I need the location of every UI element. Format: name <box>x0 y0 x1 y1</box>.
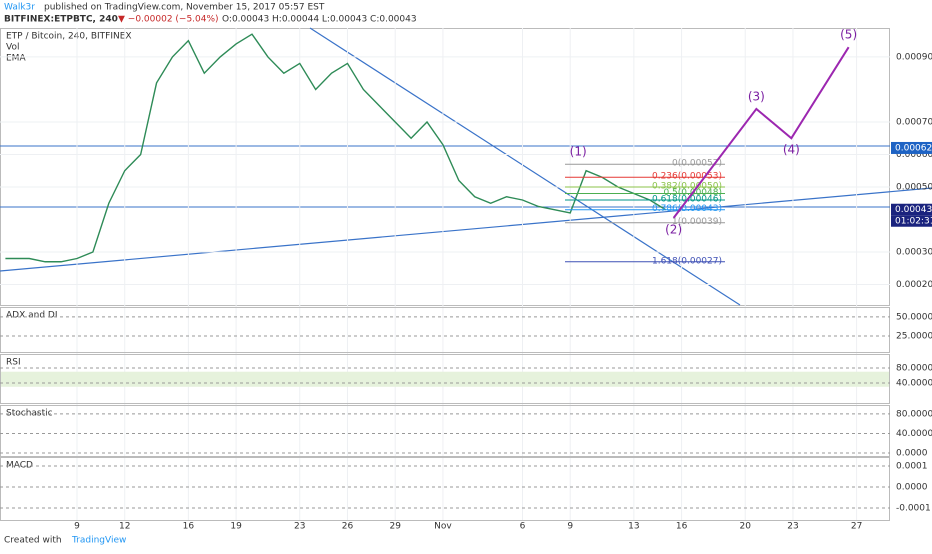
symbol: BITFINEX:ETPBTC, 240 <box>4 15 118 25</box>
fib-label: 0.786(0.00043) <box>652 204 722 214</box>
price-line <box>5 33 667 263</box>
x-tick-label: 9 <box>74 522 80 532</box>
pane-title: ADX and DI <box>6 311 58 321</box>
y-tick-label: 0.00070 <box>896 117 932 127</box>
fib-label: 1.618(0.00027) <box>652 256 722 266</box>
fib-label: 0(0.00057) <box>672 159 722 169</box>
main-pane <box>0 28 890 306</box>
fib-label: 1(0.00039) <box>672 217 722 227</box>
trend-line <box>309 27 741 306</box>
wave-label: (3) <box>748 89 765 103</box>
wave-label: (5) <box>840 28 857 42</box>
countdown-tag <box>891 215 932 227</box>
y-tick-label: 0.00060 <box>896 150 932 160</box>
pane-tick-label: 80.0000 <box>896 409 932 419</box>
fib-label: 0.382(0.00050) <box>652 181 722 191</box>
y-tick-label: 0.00020 <box>896 280 932 290</box>
footer-created: Created with <box>4 536 62 546</box>
price-tag-label: 0.00062 <box>895 143 932 153</box>
wave-label: (1) <box>570 145 587 159</box>
pane-title: RSI <box>6 358 21 368</box>
pane <box>0 405 890 457</box>
y-tick-label: 0.00050 <box>896 182 932 192</box>
pane-tick-label: 40.0000 <box>896 429 932 439</box>
legend-vol: Vol <box>6 43 19 53</box>
ohlc: O:0.00043 H:0.00044 L:0.00043 C:0.00043 <box>222 15 417 25</box>
x-tick-label: 6 <box>520 522 526 532</box>
pane-tick-label: 0.0000 <box>896 483 928 493</box>
x-tick-label: 20 <box>739 522 751 532</box>
pane-tick-label: 0.0001 <box>896 462 928 472</box>
legend-ema: EMA <box>6 54 26 64</box>
price-tag-label: 0.00043 <box>895 205 932 215</box>
pane-tick-label: 25.0000 <box>896 331 932 341</box>
published: published on TradingView.com, November 1… <box>44 3 325 13</box>
x-tick-label: 23 <box>787 522 798 532</box>
pane <box>0 457 890 521</box>
chart-title: ETP / Bitcoin, 240, BITFINEX <box>6 32 132 42</box>
price-tag <box>891 203 932 216</box>
x-tick-label: 13 <box>628 522 639 532</box>
x-tick-label: 26 <box>342 522 354 532</box>
countdown: 01:02:31 <box>895 217 932 227</box>
x-tick-label: 12 <box>119 522 130 532</box>
price-tag <box>891 141 932 154</box>
pane-tick-label: 80.0000 <box>896 363 932 373</box>
x-tick-label: Nov <box>434 522 452 532</box>
x-tick-label: 27 <box>851 522 862 532</box>
pane-tick-label: 50.0000 <box>896 312 932 322</box>
pane-tick-label: -0.0001 <box>896 504 931 514</box>
publisher[interactable]: Walk3r <box>4 3 35 13</box>
wave-label: (4) <box>783 143 800 157</box>
pane-tick-label: 40.0000 <box>896 379 932 389</box>
x-tick-label: 16 <box>676 522 688 532</box>
pane-tick-label: 0.0000 <box>896 449 928 459</box>
x-tick-label: 19 <box>230 522 242 532</box>
x-tick-label: 23 <box>294 522 305 532</box>
rsi-band <box>0 371 890 387</box>
y-tick-label: 0.00030 <box>896 248 932 258</box>
y-tick-label: 0.00090 <box>896 52 932 62</box>
pane-title: Stochastic <box>6 409 53 419</box>
footer-brand[interactable]: TradingView <box>71 536 126 546</box>
pane <box>0 307 890 353</box>
fib-label: 0.236(0.00053) <box>652 172 722 182</box>
pane <box>0 354 890 404</box>
pane-title: MACD <box>6 461 33 471</box>
trend-line <box>0 187 932 272</box>
x-tick-label: 16 <box>183 522 195 532</box>
wave-label: (2) <box>665 222 682 236</box>
change: ▼ −0.00002 (−5.04%) <box>118 15 219 25</box>
x-tick-label: 29 <box>389 522 401 532</box>
wave-projection <box>672 46 850 219</box>
x-tick-label: 9 <box>567 522 573 532</box>
